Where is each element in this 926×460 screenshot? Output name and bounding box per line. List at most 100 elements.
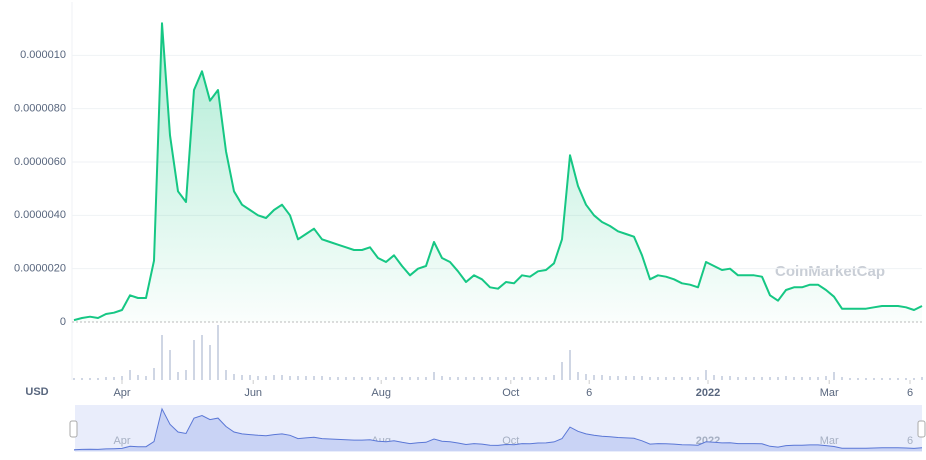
x-tick-label: Jun: [244, 387, 262, 399]
volume-bar: [665, 377, 667, 380]
volume-bar: [249, 375, 251, 380]
volume-bar: [201, 335, 203, 380]
volume-bar: [809, 377, 811, 380]
navigator-tick-label: Apr: [113, 435, 130, 447]
x-tick-label: 6: [907, 387, 913, 399]
navigator-tick-label: Oct: [502, 435, 519, 447]
volume-bar: [753, 377, 755, 380]
volume-bar: [425, 377, 427, 380]
volume-bar: [337, 377, 339, 380]
volume-bar: [761, 377, 763, 380]
volume-bar: [305, 376, 307, 380]
y-tick-label: 0: [60, 316, 66, 328]
y-tick-label: 0.000010: [20, 49, 66, 61]
volume-bar: [233, 374, 235, 380]
volume-bar: [673, 377, 675, 380]
volume-bar: [449, 377, 451, 380]
volume-bar: [817, 377, 819, 380]
volume-bar: [385, 377, 387, 380]
volume-bar: [153, 368, 155, 380]
volume-bar: [585, 374, 587, 380]
y-tick-label: 0.0000040: [14, 209, 66, 221]
volume-bar: [297, 376, 299, 380]
x-tick-label: Oct: [502, 387, 519, 399]
volume-bar: [369, 377, 371, 380]
navigator-area: [74, 408, 922, 451]
x-tick-label: Apr: [113, 387, 130, 399]
navigator-tick-label: 6: [907, 435, 913, 447]
volume-bar: [881, 378, 883, 380]
volume-bar: [273, 375, 275, 380]
volume-bar: [225, 370, 227, 380]
volume-bar: [241, 375, 243, 380]
volume-bar: [193, 340, 195, 380]
volume-bar: [713, 375, 715, 380]
volume-bar: [601, 375, 603, 380]
y-tick-label: 0.0000020: [14, 263, 66, 275]
volume-bar: [521, 377, 523, 380]
navigator-line: [73, 407, 923, 451]
volume-bar: [537, 377, 539, 380]
volume-bar: [737, 377, 739, 380]
volume-bar: [129, 370, 131, 380]
currency-label: USD: [25, 386, 48, 398]
volume-bar: [265, 376, 267, 380]
volume-bar: [705, 370, 707, 380]
volume-bar: [921, 377, 923, 380]
volume-bar: [177, 372, 179, 380]
volume-bar: [857, 378, 859, 380]
volume-bar: [353, 377, 355, 380]
volume-bar: [329, 377, 331, 380]
volume-bar: [465, 377, 467, 380]
volume-bar: [625, 376, 627, 380]
volume-bar: [873, 378, 875, 380]
volume-bar: [145, 376, 147, 380]
volume-bar: [257, 376, 259, 380]
volume-bar: [161, 335, 163, 380]
volume-bar: [729, 376, 731, 380]
volume-bar: [89, 378, 91, 380]
volume-bar: [633, 376, 635, 380]
volume-bar: [137, 375, 139, 380]
volume-bar: [281, 375, 283, 380]
volume-bar: [185, 370, 187, 380]
y-tick-label: 0.0000060: [14, 156, 66, 168]
volume-bar: [481, 377, 483, 380]
volume-bar: [897, 378, 899, 380]
volume-bar: [657, 377, 659, 380]
volume-bar: [617, 376, 619, 380]
volume-bar: [345, 377, 347, 380]
volume-bar: [217, 325, 219, 380]
navigator-tick-label: Mar: [820, 435, 839, 447]
volume-bar: [105, 377, 107, 380]
volume-bar: [81, 378, 83, 380]
volume-bar: [593, 375, 595, 380]
x-tick-label: Aug: [371, 387, 391, 399]
volume-bar: [401, 377, 403, 380]
volume-bar: [97, 378, 99, 380]
watermark: CoinMarketCap: [775, 263, 885, 280]
volume-bar: [793, 377, 795, 380]
volume-bar: [113, 377, 115, 380]
x-tick-label: 2022: [696, 387, 720, 399]
volume-bar: [641, 376, 643, 380]
volume-bar: [913, 378, 915, 380]
volume-bar: [473, 377, 475, 380]
x-tick-label: Mar: [820, 387, 839, 399]
navigator-handle[interactable]: [69, 420, 78, 438]
volume-bar: [905, 378, 907, 380]
volume-bar: [689, 377, 691, 380]
volume-bar: [841, 377, 843, 380]
volume-bar: [409, 377, 411, 380]
price-line: [73, 22, 923, 322]
volume-bar: [433, 372, 435, 380]
volume-bar: [569, 350, 571, 380]
volume-bar: [561, 362, 563, 380]
volume-bar: [209, 345, 211, 380]
navigator-handle[interactable]: [917, 420, 926, 438]
volume-bar: [801, 377, 803, 380]
volume-bar: [393, 377, 395, 380]
volume-bar: [377, 377, 379, 380]
